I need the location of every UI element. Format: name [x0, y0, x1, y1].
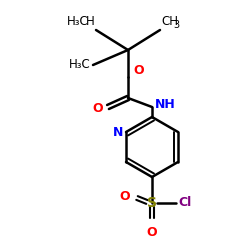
Text: CH: CH: [161, 15, 178, 28]
Text: H: H: [86, 15, 95, 28]
Text: NH: NH: [155, 98, 176, 112]
Text: O: O: [147, 226, 157, 239]
Text: H₃C: H₃C: [67, 15, 89, 28]
Text: 3: 3: [173, 20, 179, 30]
Text: O: O: [133, 64, 143, 78]
Text: N: N: [113, 126, 123, 138]
Text: O: O: [120, 190, 130, 203]
Text: O: O: [92, 102, 103, 116]
Text: Cl: Cl: [178, 196, 191, 208]
Text: S: S: [147, 196, 157, 210]
Text: H₃C: H₃C: [69, 58, 91, 71]
